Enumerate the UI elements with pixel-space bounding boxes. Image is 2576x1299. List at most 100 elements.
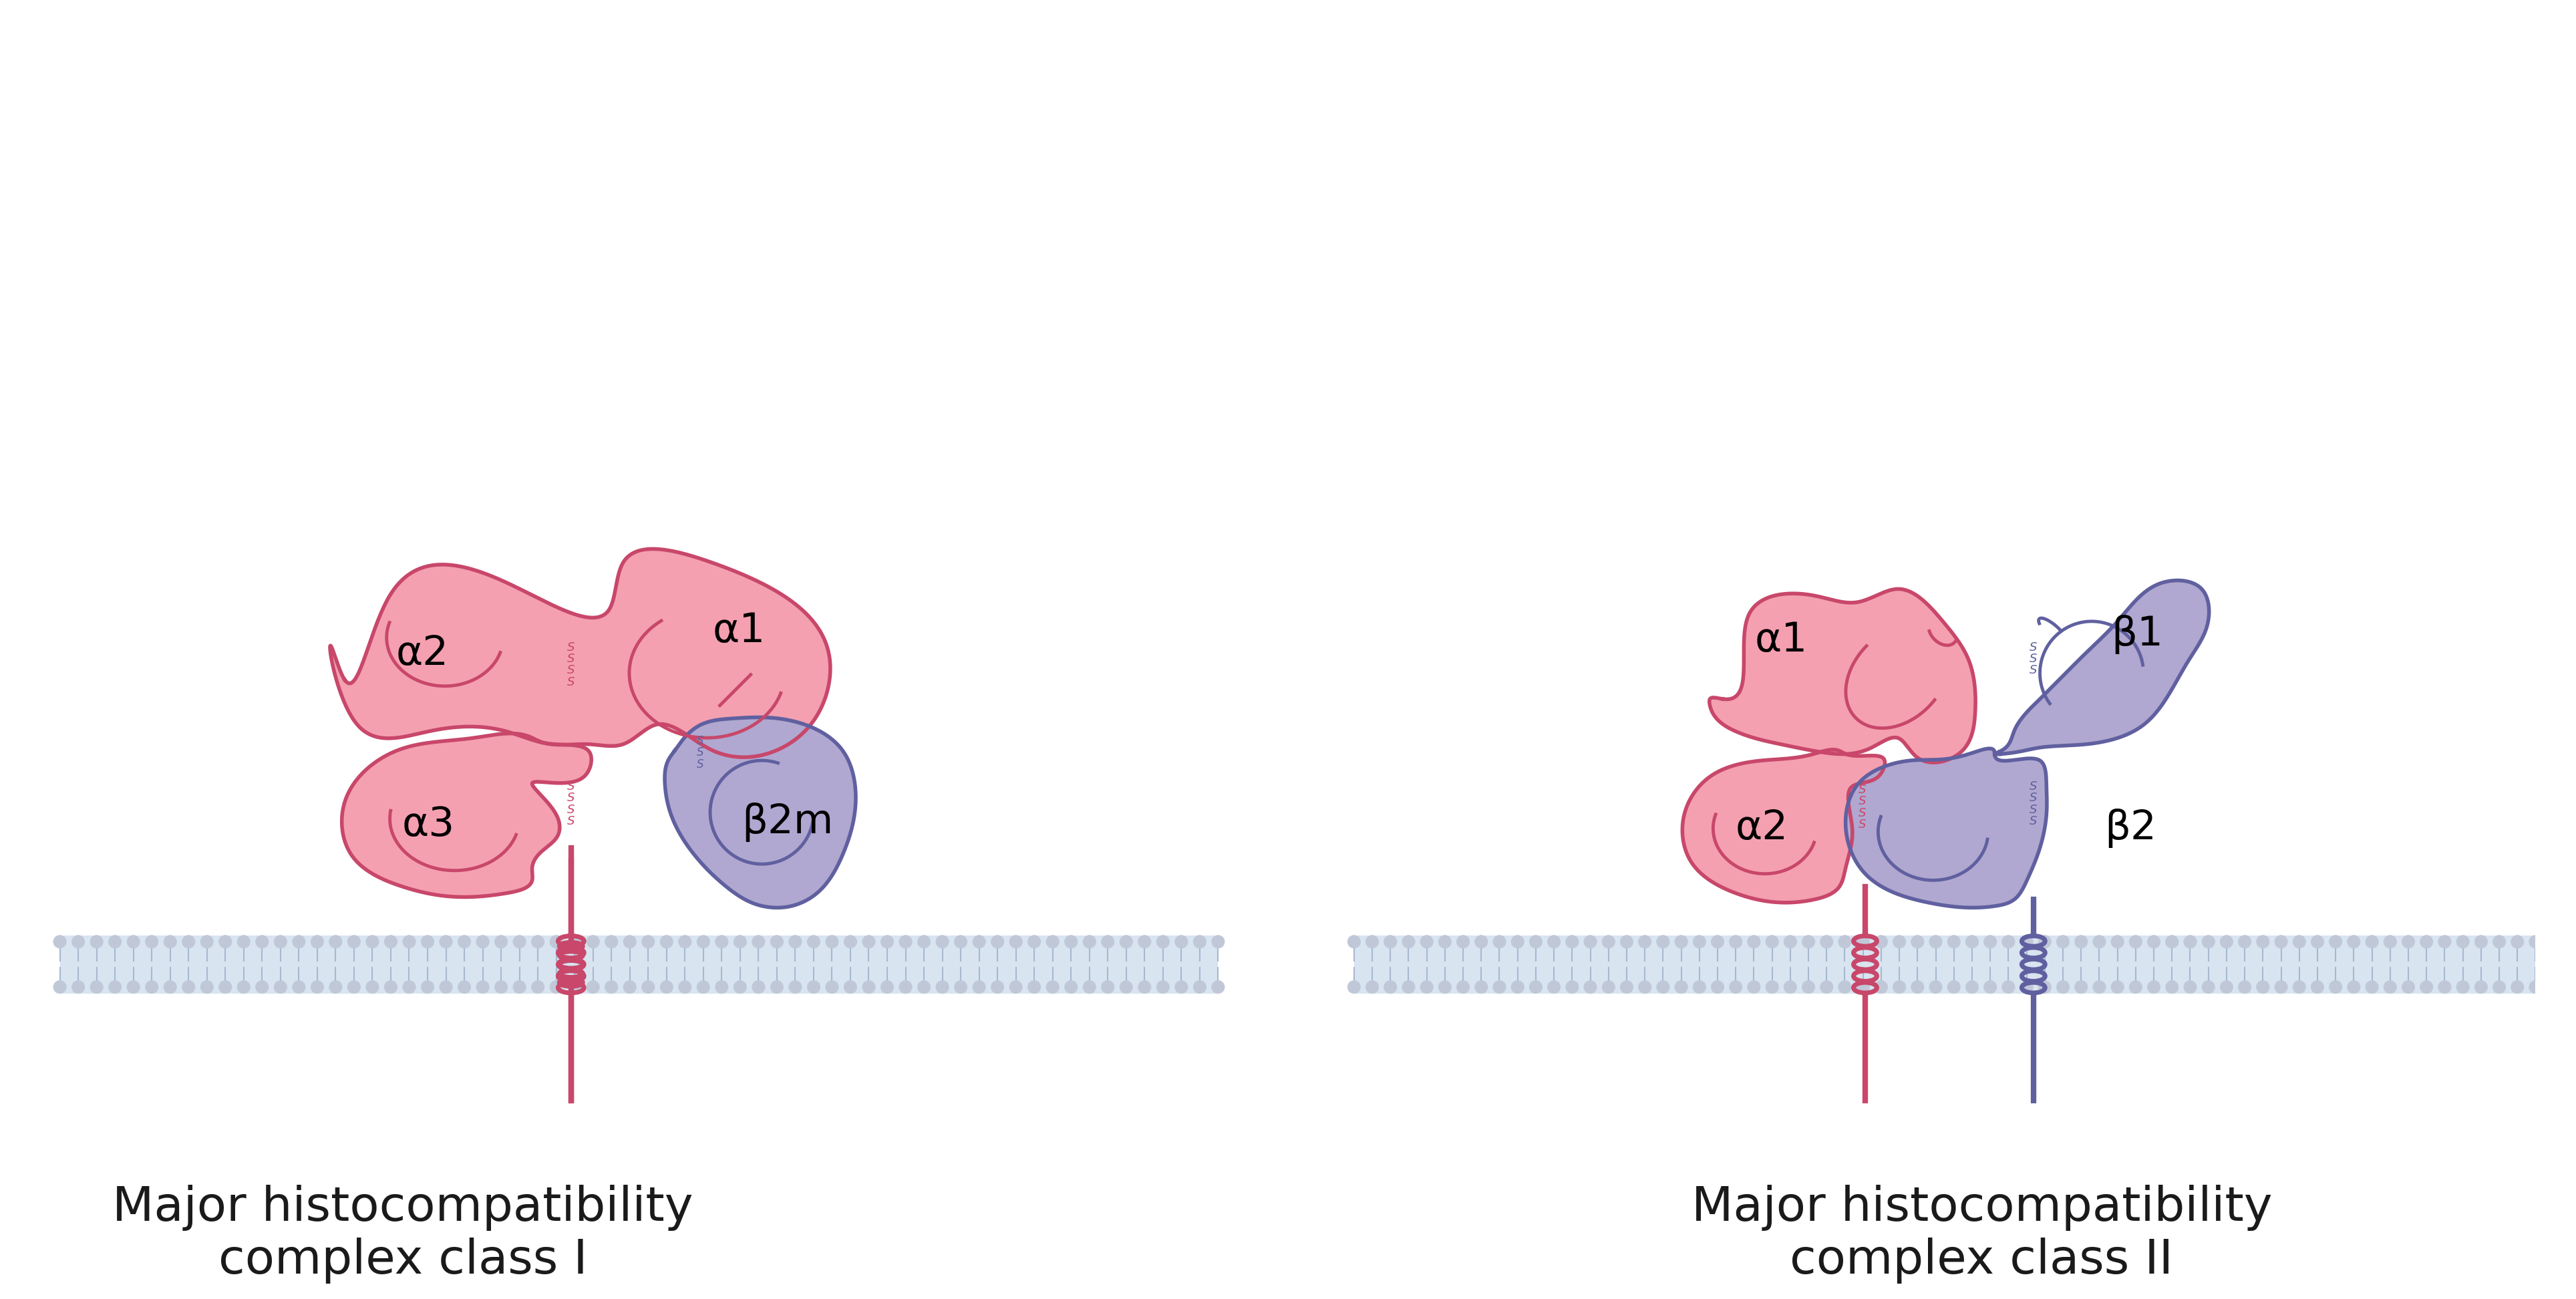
Circle shape: [1710, 981, 1723, 994]
Circle shape: [1455, 981, 1468, 994]
Circle shape: [108, 935, 121, 948]
Text: S: S: [2030, 804, 2038, 816]
Circle shape: [1947, 981, 1960, 994]
Circle shape: [1476, 981, 1489, 994]
Circle shape: [770, 935, 783, 948]
Circle shape: [1857, 935, 1870, 948]
Circle shape: [255, 981, 268, 994]
Circle shape: [531, 935, 544, 948]
Circle shape: [219, 981, 232, 994]
Circle shape: [1028, 981, 1041, 994]
Circle shape: [2020, 935, 2032, 948]
Circle shape: [1821, 935, 1834, 948]
Circle shape: [659, 935, 672, 948]
Circle shape: [1893, 935, 1906, 948]
Circle shape: [2458, 935, 2470, 948]
Circle shape: [366, 981, 379, 994]
Circle shape: [495, 935, 507, 948]
Circle shape: [348, 981, 361, 994]
Circle shape: [1401, 935, 1414, 948]
Circle shape: [1728, 935, 1741, 948]
Circle shape: [1121, 935, 1133, 948]
Circle shape: [1984, 935, 1996, 948]
Circle shape: [2365, 935, 2378, 948]
Text: S: S: [2030, 792, 2038, 804]
Circle shape: [2275, 981, 2287, 994]
Circle shape: [1803, 935, 1816, 948]
Circle shape: [1821, 981, 1834, 994]
Circle shape: [677, 981, 690, 994]
Circle shape: [2092, 935, 2105, 948]
Circle shape: [2530, 935, 2543, 948]
Circle shape: [2239, 981, 2251, 994]
Text: S: S: [2030, 665, 2038, 677]
FancyBboxPatch shape: [59, 935, 1218, 994]
Circle shape: [90, 935, 103, 948]
Circle shape: [366, 935, 379, 948]
Circle shape: [108, 981, 121, 994]
Circle shape: [1064, 981, 1077, 994]
Circle shape: [1602, 981, 1615, 994]
Circle shape: [144, 981, 157, 994]
Circle shape: [312, 935, 325, 948]
Circle shape: [1530, 981, 1543, 994]
Circle shape: [2311, 981, 2324, 994]
Circle shape: [2148, 981, 2161, 994]
Text: β2m: β2m: [742, 803, 835, 842]
Polygon shape: [343, 734, 592, 898]
Circle shape: [2038, 935, 2050, 948]
Circle shape: [1620, 981, 1633, 994]
Circle shape: [1984, 981, 1996, 994]
Circle shape: [641, 935, 654, 948]
Circle shape: [1383, 935, 1396, 948]
Circle shape: [1082, 981, 1095, 994]
Circle shape: [2512, 935, 2524, 948]
Circle shape: [1455, 935, 1468, 948]
Circle shape: [1211, 981, 1224, 994]
Circle shape: [2239, 935, 2251, 948]
Circle shape: [2110, 981, 2125, 994]
Text: S: S: [2030, 781, 2038, 792]
Circle shape: [587, 981, 600, 994]
Circle shape: [2365, 981, 2378, 994]
Circle shape: [734, 981, 747, 994]
Circle shape: [2293, 981, 2306, 994]
Circle shape: [1010, 981, 1023, 994]
Circle shape: [440, 935, 453, 948]
Circle shape: [1839, 981, 1852, 994]
Circle shape: [1103, 935, 1115, 948]
Circle shape: [1765, 935, 1777, 948]
Circle shape: [770, 981, 783, 994]
Circle shape: [2166, 935, 2179, 948]
Circle shape: [824, 935, 840, 948]
Circle shape: [1674, 935, 1687, 948]
Text: α2: α2: [1736, 809, 1788, 848]
Circle shape: [477, 935, 489, 948]
Circle shape: [623, 935, 636, 948]
Circle shape: [384, 935, 397, 948]
Circle shape: [1783, 981, 1795, 994]
Circle shape: [2166, 981, 2179, 994]
Polygon shape: [1682, 750, 1886, 903]
Circle shape: [2221, 981, 2233, 994]
Text: α1: α1: [1754, 621, 1808, 660]
Circle shape: [569, 935, 582, 948]
Circle shape: [677, 935, 690, 948]
Circle shape: [420, 935, 433, 948]
Circle shape: [126, 935, 139, 948]
Circle shape: [1347, 935, 1360, 948]
Circle shape: [2202, 981, 2215, 994]
Circle shape: [2347, 981, 2360, 994]
Text: α3: α3: [402, 805, 456, 844]
Circle shape: [1911, 935, 1924, 948]
Text: S: S: [1857, 795, 1865, 807]
Circle shape: [1965, 981, 1978, 994]
Circle shape: [899, 935, 912, 948]
Circle shape: [935, 981, 948, 994]
Circle shape: [1566, 981, 1579, 994]
Circle shape: [2148, 935, 2161, 948]
Circle shape: [1803, 981, 1816, 994]
Polygon shape: [1994, 581, 2210, 755]
Circle shape: [2329, 981, 2342, 994]
Circle shape: [531, 981, 544, 994]
